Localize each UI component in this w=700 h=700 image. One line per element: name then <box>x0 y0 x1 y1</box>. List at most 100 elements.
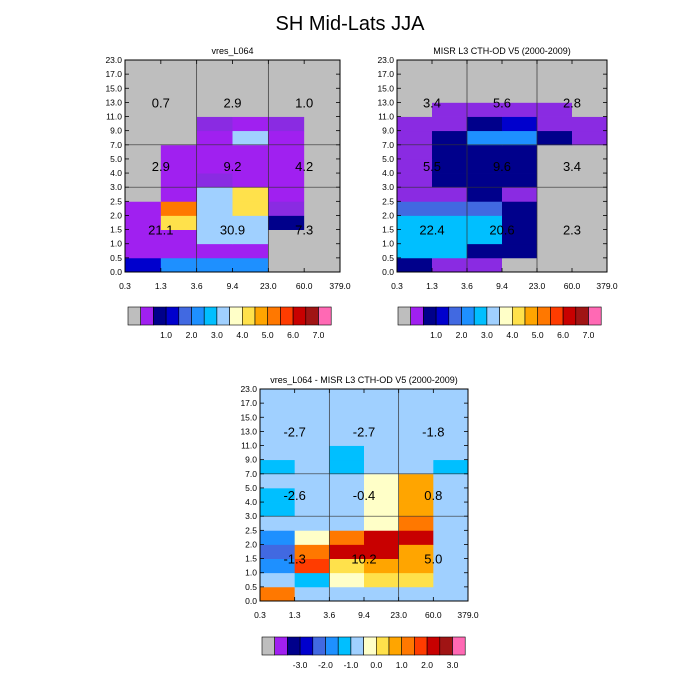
heatmap-cell <box>268 158 305 174</box>
y-tick-label: 5.0 <box>382 154 394 164</box>
heatmap-cell <box>572 229 608 245</box>
region-value-label: 9.6 <box>493 159 511 174</box>
heatmap-cell <box>268 257 305 273</box>
heatmap-cell <box>260 516 296 531</box>
region-value-label: 4.2 <box>295 159 313 174</box>
heatmap-cell <box>364 572 400 588</box>
heatmap-cell <box>160 88 198 103</box>
y-tick-label: 9.0 <box>110 126 122 136</box>
y-tick-label: 5.0 <box>245 483 257 493</box>
heatmap-cell <box>398 544 434 559</box>
heatmap-cell <box>268 88 305 103</box>
x-tick-label: 1.3 <box>289 610 301 620</box>
heatmap-cell <box>537 257 573 273</box>
heatmap-cell <box>160 257 198 273</box>
heatmap-cell <box>432 229 468 245</box>
colorbar-swatch <box>388 636 402 656</box>
heatmap-cell <box>364 389 400 404</box>
colorbar-swatch <box>401 636 415 656</box>
heatmap-cell <box>398 459 434 475</box>
heatmap-cell <box>268 215 305 230</box>
heatmap-cell <box>364 417 400 432</box>
colorbar-swatch <box>448 306 462 326</box>
y-tick-label: 7.0 <box>382 140 394 150</box>
heatmap-cell <box>232 158 269 174</box>
heatmap-cell <box>268 130 305 146</box>
colorbar-swatch <box>588 306 602 326</box>
heatmap-cell <box>397 102 433 117</box>
colorbar-swatch <box>423 306 437 326</box>
heatmap-cell <box>268 60 305 75</box>
heatmap-cell <box>232 74 269 89</box>
heatmap-cell <box>502 130 538 146</box>
colorbar-swatch <box>191 306 205 326</box>
heatmap-cell <box>364 459 400 475</box>
heatmap-cell <box>304 173 341 188</box>
y-tick-label: 1.5 <box>110 225 122 235</box>
heatmap-cell <box>160 243 198 259</box>
heatmap-cell <box>537 102 573 117</box>
colorbar-swatch <box>414 636 428 656</box>
heatmap-cell <box>329 544 365 559</box>
heatmap-cell <box>160 158 198 174</box>
y-tick-label: 3.0 <box>110 182 122 192</box>
heatmap-cell <box>196 215 233 230</box>
heatmap-cell <box>260 530 296 545</box>
heatmap-cell <box>304 60 341 75</box>
region-value-label: 5.5 <box>423 159 441 174</box>
region-value-label: -2.7 <box>283 424 305 439</box>
heatmap-cell <box>232 144 269 160</box>
heatmap-cell <box>433 417 469 432</box>
y-tick-label: 0.5 <box>382 253 394 263</box>
y-tick-label: 3.0 <box>382 182 394 192</box>
heatmap-cell <box>537 215 573 230</box>
heatmap-cell <box>364 487 400 503</box>
region-value-label: 9.2 <box>223 159 241 174</box>
heatmap-cell <box>433 516 469 531</box>
y-tick-label: 7.0 <box>110 140 122 150</box>
heatmap-cell <box>294 445 330 461</box>
y-tick-label: 0.0 <box>382 267 394 277</box>
heatmap-cell <box>304 116 341 132</box>
heatmap-cell <box>572 257 608 273</box>
colorbar-swatch <box>153 306 167 326</box>
heatmap-cell <box>572 187 608 202</box>
heatmap-cell <box>397 187 433 202</box>
heatmap-cell <box>196 102 233 117</box>
heatmap-cell <box>232 187 269 202</box>
heatmap-cell <box>160 144 198 160</box>
heatmap-cell <box>125 116 162 132</box>
heatmap-cell <box>467 215 503 230</box>
y-tick-label: 9.0 <box>382 126 394 136</box>
y-tick-label: 11.0 <box>378 112 394 122</box>
heatmap-cell <box>537 130 573 146</box>
region-value-label: 7.3 <box>295 223 313 238</box>
heatmap-cell <box>433 502 469 517</box>
region-value-label: 30.9 <box>220 223 245 238</box>
heatmap-cell <box>364 558 400 574</box>
region-value-label: 1.0 <box>295 95 313 110</box>
heatmap-cell <box>432 201 468 216</box>
heatmap-cell <box>260 586 296 602</box>
heatmap-cell <box>537 74 573 89</box>
heatmap-cell <box>294 473 330 489</box>
heatmap-cell <box>160 173 198 188</box>
y-tick-label: 1.0 <box>382 239 394 249</box>
heatmap-cell <box>232 130 269 146</box>
heatmap-cell <box>397 257 433 273</box>
heatmap-cell <box>502 201 538 216</box>
heatmap-cell <box>502 60 538 75</box>
region-value-label: 3.4 <box>423 95 441 110</box>
x-tick-label: 60.0 <box>425 610 442 620</box>
colorbar-label: 0.0 <box>370 660 382 670</box>
heatmap-cell <box>268 74 305 89</box>
heatmap-cell <box>304 257 341 273</box>
heatmap-cell <box>572 130 608 146</box>
colorbar-swatch <box>426 636 441 656</box>
colorbar-swatch <box>562 306 577 326</box>
heatmap-cell <box>537 201 573 216</box>
region-value-label: 5.0 <box>424 552 442 567</box>
x-tick-label: 9.4 <box>496 281 508 291</box>
heatmap-cell <box>294 530 330 545</box>
heatmap-cell <box>572 102 608 117</box>
